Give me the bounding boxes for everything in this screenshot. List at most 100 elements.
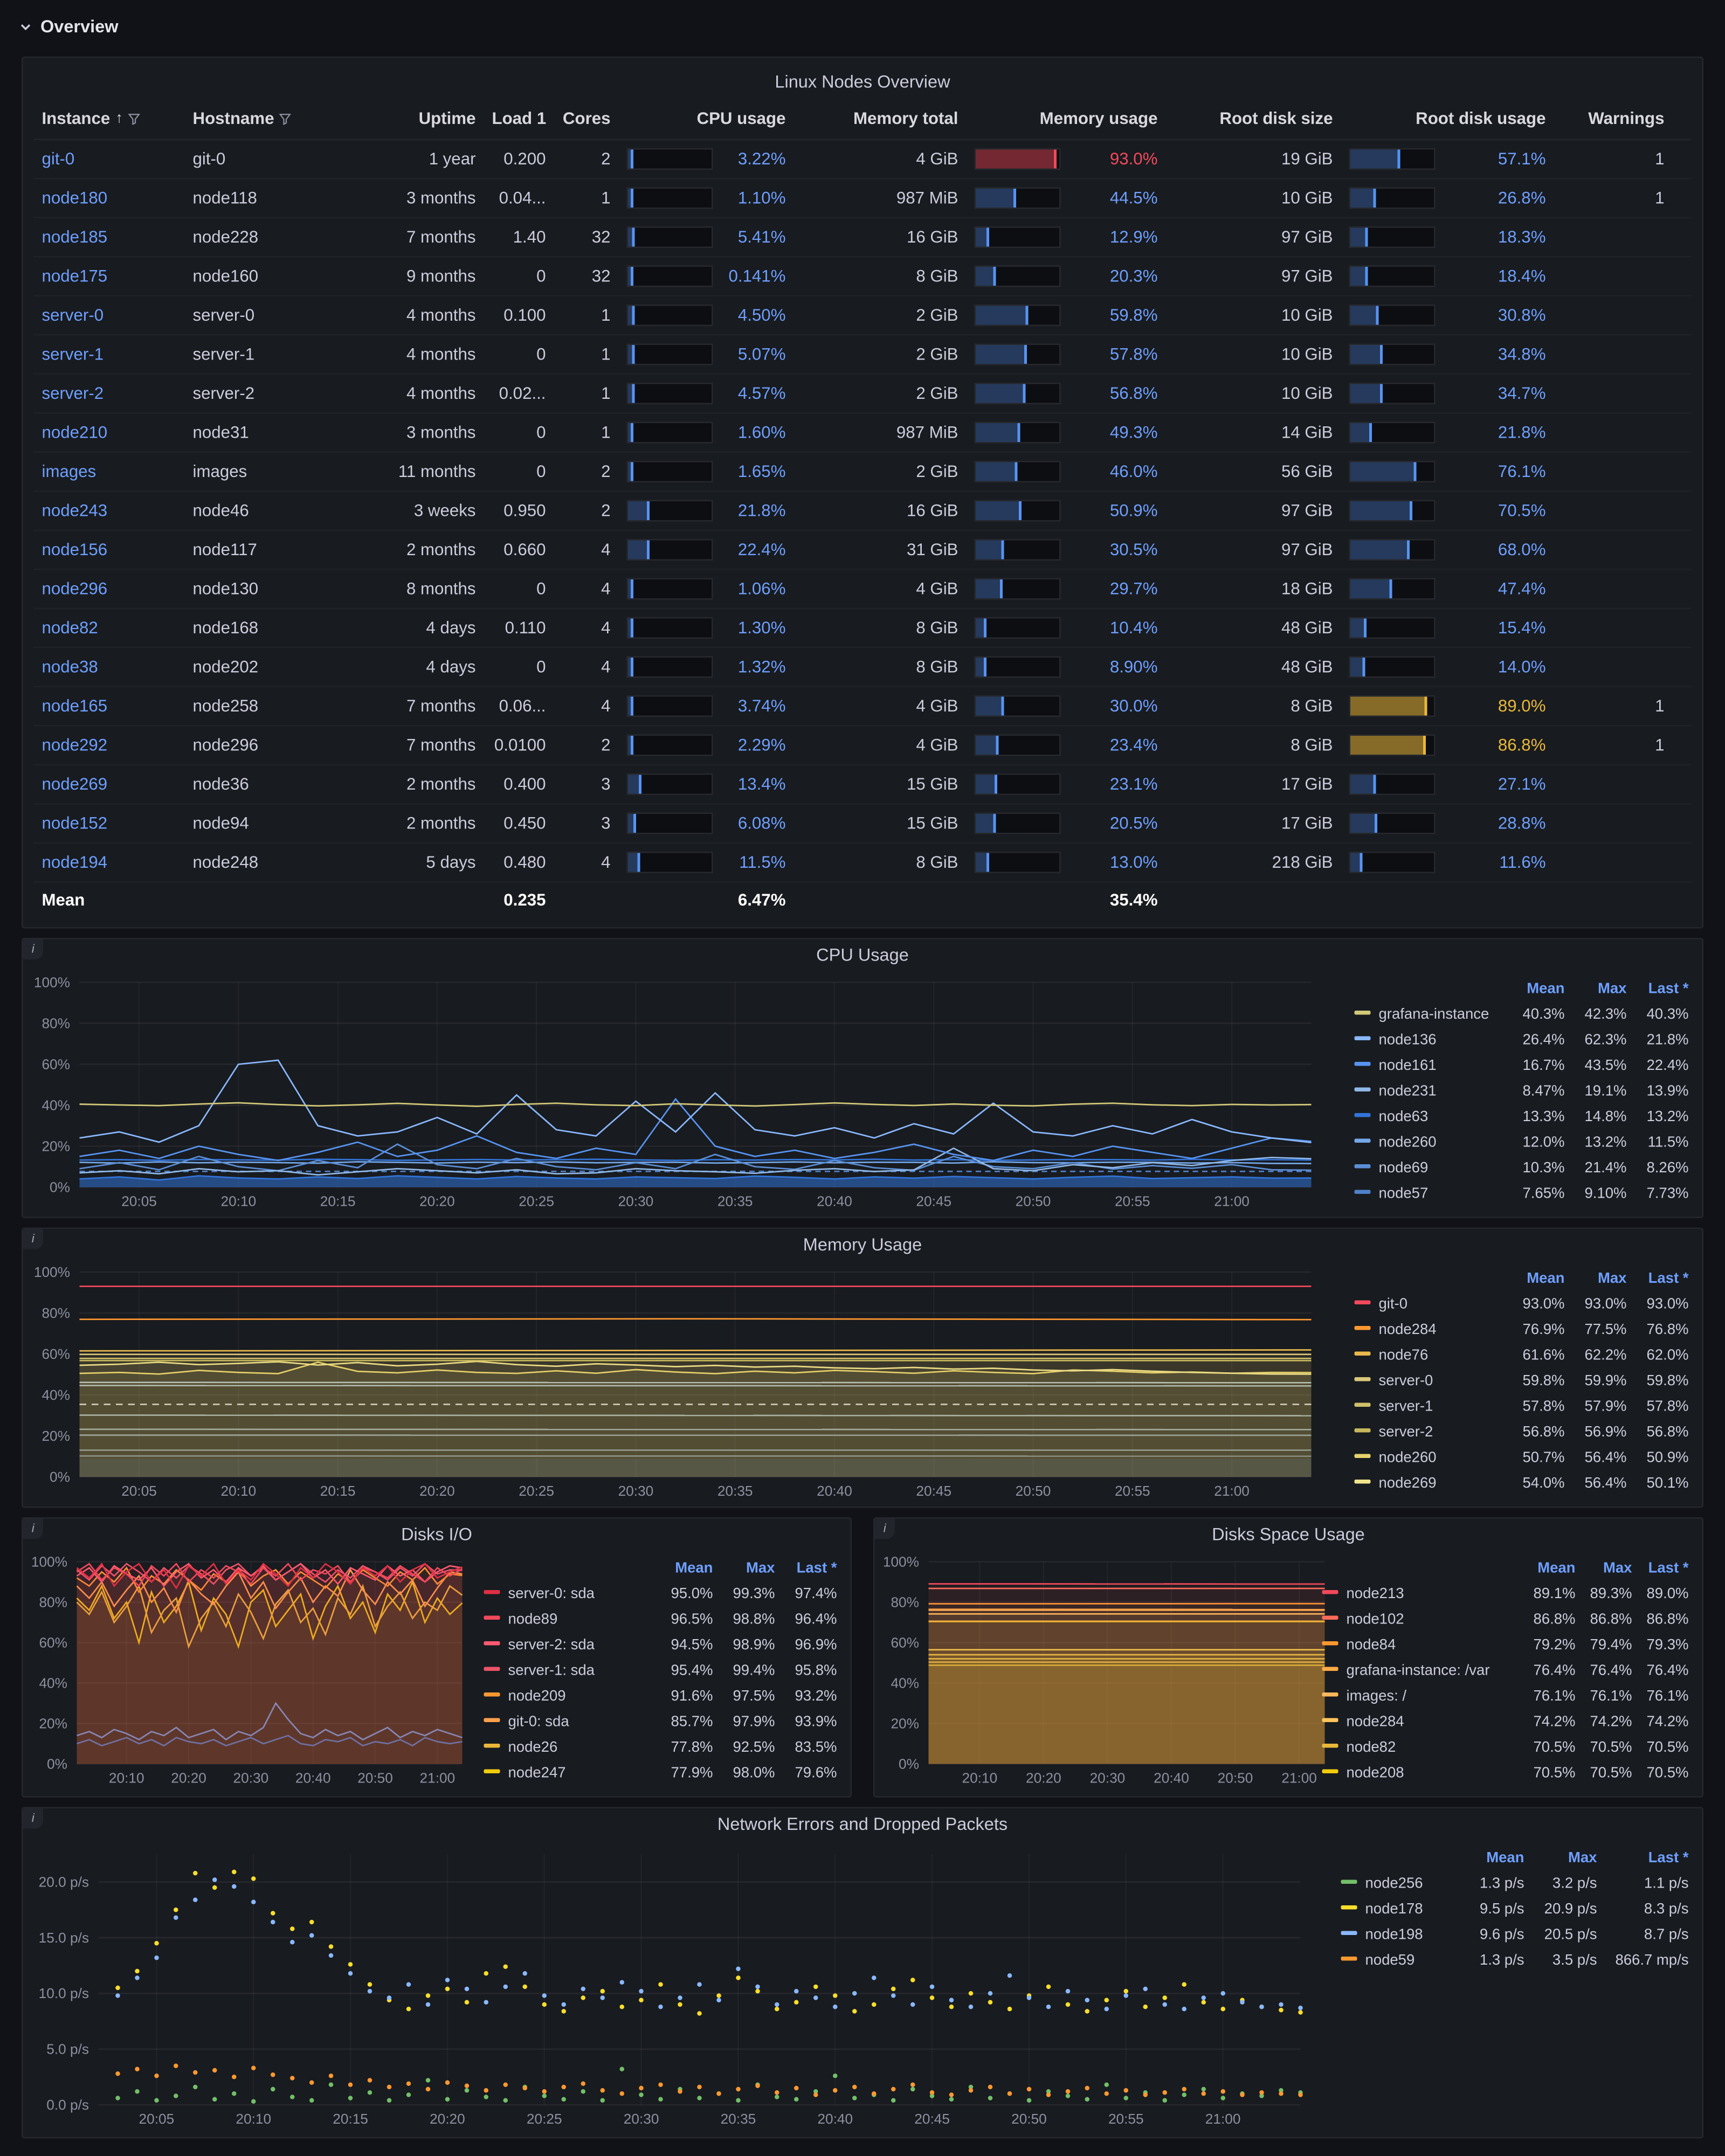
legend-series-toggle[interactable]: node209: [484, 1684, 651, 1710]
legend-series-toggle[interactable]: git-0: [1354, 1293, 1503, 1318]
memory-usage-chart[interactable]: 0% 20% 40% 60% 80% 100% 20:05 20:10 20:15 20:20 20…: [31, 1261, 1325, 1501]
instance-link[interactable]: node152: [42, 814, 108, 833]
legend-series-toggle[interactable]: node69: [1354, 1156, 1503, 1182]
legend-col-mean[interactable]: Mean: [1486, 1850, 1524, 1867]
instance-link[interactable]: node38: [42, 658, 98, 676]
legend-series-toggle[interactable]: node213: [1322, 1582, 1519, 1608]
legend-col-max[interactable]: Max: [1603, 1560, 1632, 1577]
legend-col-mean[interactable]: Mean: [675, 1560, 713, 1577]
panel-title[interactable]: Disks Space Usage: [1212, 1524, 1365, 1545]
instance-link[interactable]: node185: [42, 227, 108, 247]
instance-link[interactable]: server-0: [42, 306, 104, 325]
legend-col-max[interactable]: Max: [1597, 981, 1627, 997]
legend-series-toggle[interactable]: node231: [1354, 1080, 1503, 1105]
legend-series-toggle[interactable]: node260: [1354, 1446, 1503, 1472]
col-instance[interactable]: Instance ↑: [34, 109, 185, 128]
legend-series-toggle[interactable]: server-1: sda: [484, 1659, 651, 1685]
legend-series-toggle[interactable]: node247: [484, 1761, 651, 1787]
legend-series-toggle[interactable]: node136: [1354, 1028, 1503, 1054]
col-memory-total[interactable]: Memory total: [853, 109, 958, 128]
col-uptime[interactable]: Uptime: [418, 109, 476, 128]
instance-link[interactable]: node243: [42, 501, 108, 520]
instance-link[interactable]: node180: [42, 189, 108, 208]
col-hostname[interactable]: Hostname: [185, 109, 336, 128]
panel-info-icon[interactable]: i: [23, 939, 43, 959]
network-errors-chart[interactable]: 0.0 p/s 5.0 p/s 10.0 p/s 15.0 p/s 20.0 p/s 20…: [31, 1841, 1314, 2129]
legend-col-mean[interactable]: Mean: [1527, 981, 1565, 997]
panel-title[interactable]: Network Errors and Dropped Packets: [717, 1814, 1008, 1834]
instance-link[interactable]: node175: [42, 267, 108, 286]
legend-series-toggle[interactable]: node284: [1354, 1318, 1503, 1344]
legend-series-toggle[interactable]: server-2: sda: [484, 1633, 651, 1659]
legend-series-toggle[interactable]: node178: [1341, 1897, 1452, 1923]
legend-series-toggle[interactable]: node89: [484, 1608, 651, 1634]
col-cpu-usage[interactable]: CPU usage: [696, 109, 786, 128]
instance-link[interactable]: node269: [42, 775, 108, 794]
legend-col-last[interactable]: Last *: [1648, 1270, 1689, 1287]
legend-series-toggle[interactable]: node59: [1341, 1948, 1452, 1974]
legend-series-toggle[interactable]: server-1: [1354, 1395, 1503, 1421]
panel-info-icon[interactable]: i: [23, 1229, 43, 1249]
instance-link[interactable]: server-2: [42, 384, 104, 403]
cpu-usage-chart[interactable]: 0% 20% 40% 60% 80% 100% 20:05 20:10 20:15 20:20 20…: [31, 972, 1325, 1212]
legend-col-max[interactable]: Max: [1568, 1850, 1597, 1867]
instance-link[interactable]: node156: [42, 540, 108, 559]
sort-asc-icon[interactable]: ↑: [115, 110, 123, 127]
legend-series-toggle[interactable]: node63: [1354, 1105, 1503, 1131]
col-cores[interactable]: Cores: [562, 109, 611, 128]
section-overview-toggle[interactable]: Overview: [19, 16, 119, 37]
instance-link[interactable]: server-1: [42, 345, 104, 364]
legend-series-toggle[interactable]: grafana-instance: /var: [1322, 1659, 1519, 1685]
legend-series-toggle[interactable]: images: /: [1322, 1684, 1519, 1710]
legend-series-toggle[interactable]: node84: [1322, 1633, 1519, 1659]
col-warnings[interactable]: Warnings: [1588, 109, 1665, 128]
legend-series-toggle[interactable]: node26: [484, 1736, 651, 1761]
legend-series-toggle[interactable]: server-2: [1354, 1420, 1503, 1446]
legend-col-mean[interactable]: Mean: [1527, 1270, 1565, 1287]
legend-series-toggle[interactable]: node260: [1354, 1131, 1503, 1157]
legend-col-last[interactable]: Last *: [1648, 1560, 1689, 1577]
instance-link[interactable]: node210: [42, 423, 108, 442]
legend-col-max[interactable]: Max: [746, 1560, 775, 1577]
panel-title[interactable]: CPU Usage: [816, 944, 909, 965]
legend-series-toggle[interactable]: node76: [1354, 1344, 1503, 1370]
legend-series-toggle[interactable]: node208: [1322, 1761, 1519, 1787]
panel-title[interactable]: Disks I/O: [401, 1524, 472, 1545]
legend-col-last[interactable]: Last *: [1648, 1850, 1689, 1867]
instance-link[interactable]: node194: [42, 853, 108, 872]
legend-col-last[interactable]: Last *: [1648, 981, 1689, 997]
filter-icon[interactable]: [128, 113, 141, 125]
panel-title[interactable]: Memory Usage: [803, 1234, 922, 1255]
col-memory-usage[interactable]: Memory usage: [1039, 109, 1158, 128]
panel-info-icon[interactable]: i: [23, 1518, 43, 1539]
disks-io-chart[interactable]: 0% 20% 40% 60% 80% 100% 20:10 20:20 20:30 20:40 20…: [31, 1551, 471, 1788]
filter-icon[interactable]: [279, 113, 292, 125]
instance-link[interactable]: git-0: [42, 149, 75, 169]
disks-space-chart[interactable]: 0% 20% 40% 60% 80% 100% 20:10 20:20 20:30 20:40 20…: [883, 1551, 1333, 1788]
instance-link[interactable]: images: [42, 462, 96, 481]
legend-series-toggle[interactable]: grafana-instance: [1354, 1003, 1503, 1028]
panel-info-icon[interactable]: i: [23, 1808, 43, 1829]
legend-series-toggle[interactable]: server-0: [1354, 1369, 1503, 1395]
instance-link[interactable]: node165: [42, 696, 108, 716]
legend-col-mean[interactable]: Mean: [1537, 1560, 1576, 1577]
legend-series-toggle[interactable]: node256: [1341, 1872, 1452, 1898]
panel-info-icon[interactable]: i: [874, 1518, 895, 1539]
legend-series-toggle[interactable]: git-0: sda: [484, 1710, 651, 1736]
panel-title[interactable]: Linux Nodes Overview: [775, 71, 950, 92]
instance-link[interactable]: node82: [42, 618, 98, 638]
instance-link[interactable]: node296: [42, 579, 108, 598]
legend-series-toggle[interactable]: node102: [1322, 1608, 1519, 1634]
col-root-disk-size[interactable]: Root disk size: [1219, 109, 1333, 128]
legend-series-toggle[interactable]: node284: [1322, 1710, 1519, 1736]
legend-series-toggle[interactable]: node161: [1354, 1054, 1503, 1080]
legend-series-toggle[interactable]: node57: [1354, 1182, 1503, 1208]
legend-series-toggle[interactable]: server-0: sda: [484, 1582, 651, 1608]
legend-col-last[interactable]: Last *: [796, 1560, 837, 1577]
col-load1[interactable]: Load 1: [492, 109, 547, 128]
legend-col-max[interactable]: Max: [1597, 1270, 1627, 1287]
legend-series-toggle[interactable]: node198: [1341, 1923, 1452, 1949]
legend-series-toggle[interactable]: node269: [1354, 1471, 1503, 1497]
col-root-disk-usage[interactable]: Root disk usage: [1416, 109, 1546, 128]
legend-series-toggle[interactable]: node82: [1322, 1736, 1519, 1761]
